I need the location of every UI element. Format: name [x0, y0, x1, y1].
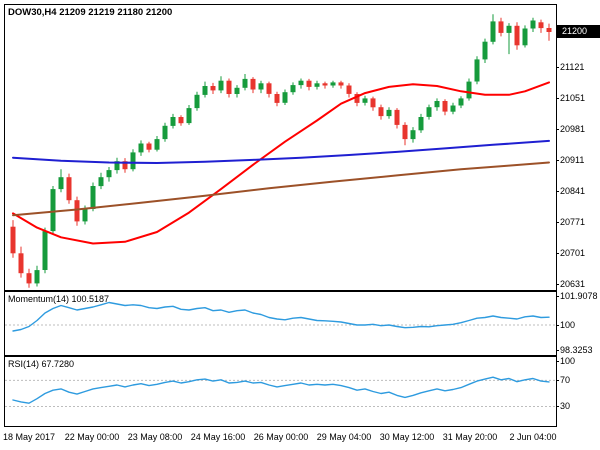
scale-tick-label: 100	[555, 320, 576, 330]
scale-tick-label: 20771	[555, 216, 586, 227]
rsi-line	[12, 376, 550, 404]
time-axis-label: 18 May 2017	[2, 432, 56, 442]
time-axis-label: 29 May 04:00	[316, 432, 372, 442]
scale-tick-label: 20911	[555, 154, 585, 165]
time-axis-label: 26 May 00:00	[253, 432, 309, 442]
rsi-panel[interactable]: RSI(14) 67.7280	[4, 356, 557, 427]
time-axis-label: 31 May 20:00	[442, 432, 498, 442]
ma-fast-red	[12, 81, 550, 245]
price-scale[interactable]: 21121 21051 20981 20911 20841 20771 20701 20631…	[555, 0, 600, 450]
ma-long-brown	[12, 161, 550, 217]
main-chart-panel[interactable]: DOW30,H4 21209 21219 21180 21200	[4, 4, 557, 291]
scale-tick-label: 21051	[555, 92, 586, 103]
time-axis-label: 24 May 16:00	[190, 432, 246, 442]
momentum-line	[12, 301, 550, 332]
momentum-canvas[interactable]	[5, 292, 556, 355]
chart-title: DOW30,H4 21209 21219 21180 21200	[8, 7, 173, 18]
scale-tick-label: 20701	[555, 247, 586, 258]
rsi-canvas[interactable]	[5, 357, 556, 426]
time-axis-label: 2 Jun 04:00	[509, 432, 557, 442]
time-axis[interactable]: 18 May 2017 22 May 00:00 23 May 08:00 24 Ma…	[2, 431, 557, 446]
current-price-badge: 21200	[557, 25, 600, 39]
candlesticks	[10, 14, 552, 288]
scale-tick-label: 20841	[555, 185, 586, 196]
time-axis-label: 23 May 08:00	[127, 432, 183, 442]
scale-tick-label: 20981	[555, 123, 586, 134]
ma-slow-blue	[12, 139, 550, 164]
time-axis-label: 22 May 00:00	[64, 432, 120, 442]
scale-tick-label: 30	[555, 401, 571, 412]
momentum-label: Momentum(14) 100.5187	[8, 294, 110, 304]
rsi-label: RSI(14) 67.7280	[8, 359, 75, 369]
scale-tick-label: 21121	[555, 61, 585, 72]
scale-tick-label: 70	[555, 375, 571, 386]
scale-tick-label: 20631	[555, 278, 586, 289]
time-axis-label: 30 May 12:00	[379, 432, 435, 442]
scale-tick-label: 98.3253	[556, 345, 593, 356]
scale-tick-label: 100	[555, 356, 576, 366]
main-chart-canvas[interactable]	[5, 5, 556, 290]
momentum-panel[interactable]: Momentum(14) 100.5187	[4, 291, 557, 356]
scale-tick-label: 101.9078	[556, 291, 598, 302]
